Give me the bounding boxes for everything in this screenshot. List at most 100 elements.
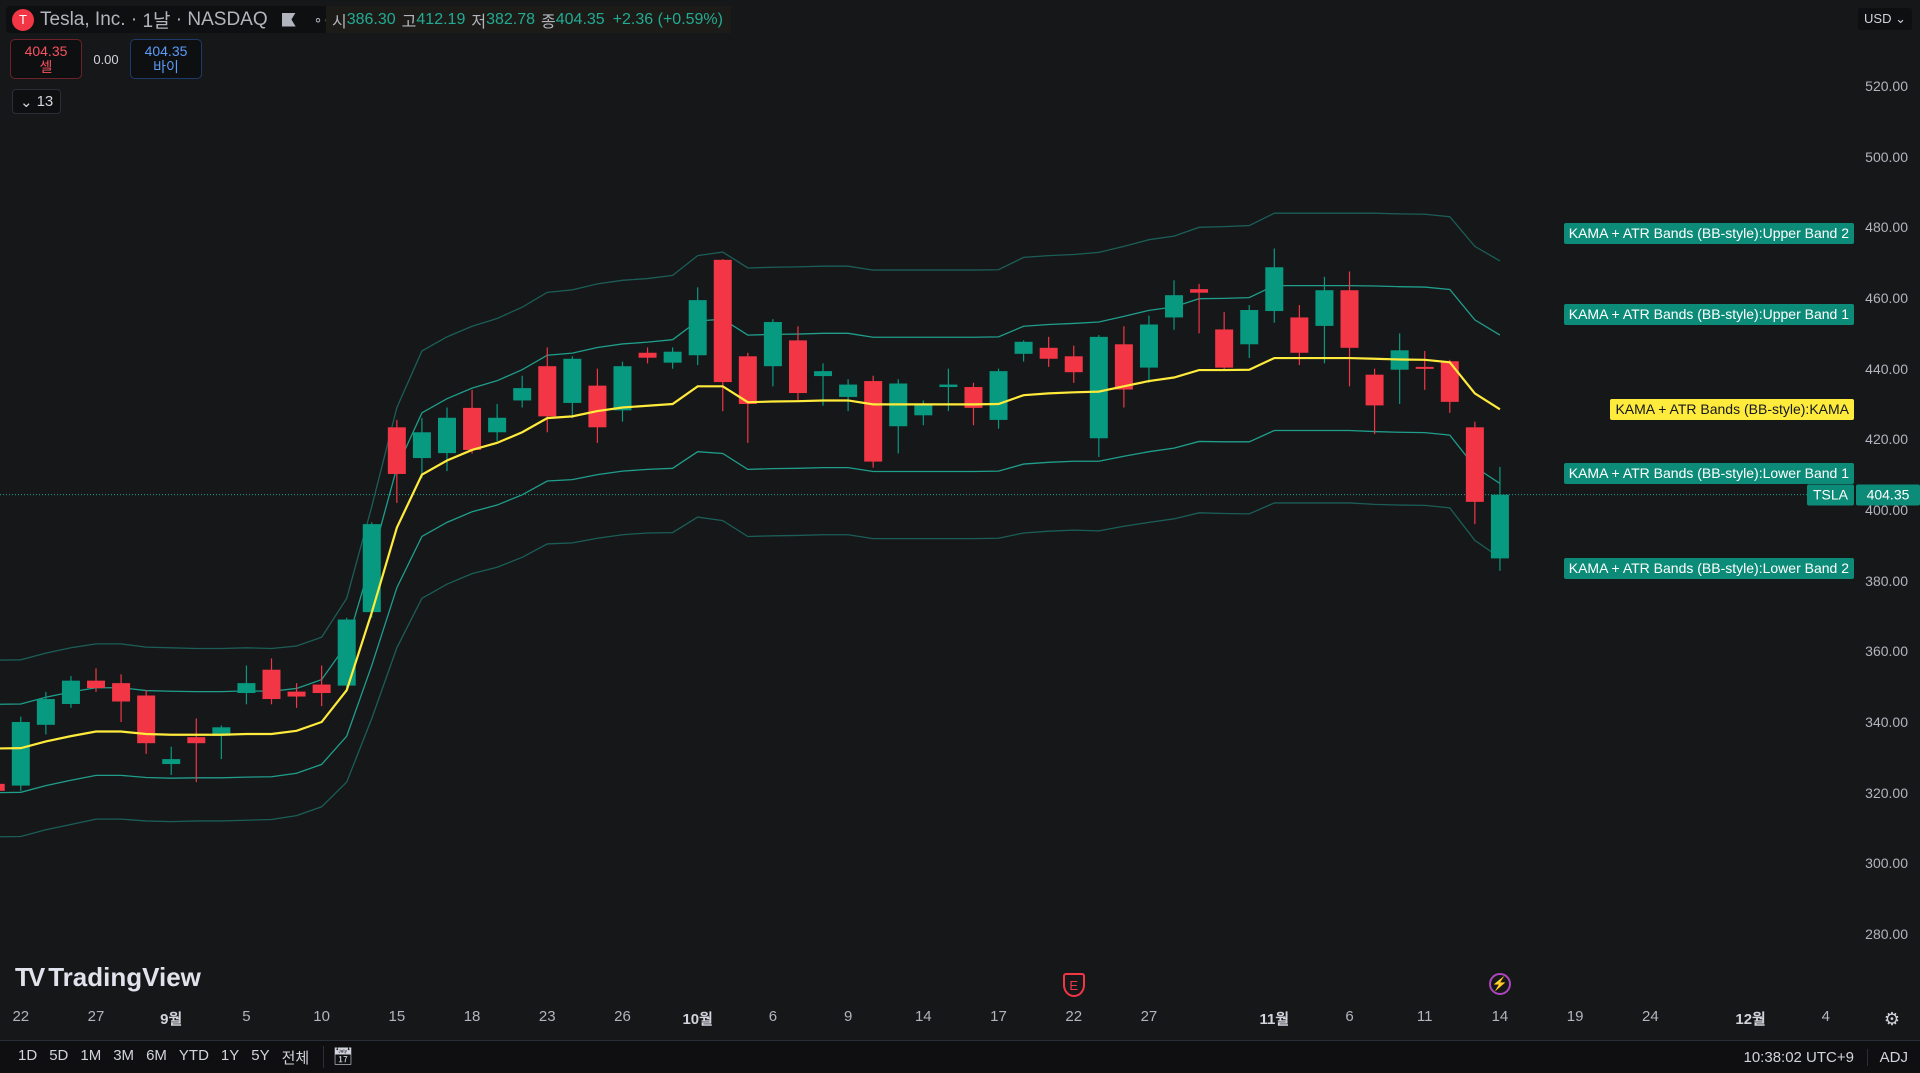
candle-down[interactable] — [1039, 347, 1058, 359]
candle-down[interactable] — [713, 259, 732, 383]
candle-up[interactable] — [237, 683, 256, 694]
candle-up[interactable] — [939, 384, 958, 388]
candle-up[interactable] — [61, 680, 80, 704]
range-button-5d[interactable]: 5D — [49, 1046, 69, 1064]
flag-icon[interactable] — [281, 12, 296, 27]
sell-label: 셀 — [39, 59, 53, 75]
candle-down[interactable] — [738, 356, 757, 404]
symbol-legend[interactable]: T Tesla, Inc. · 1날 · NASDAQ ∘∘∘ — [6, 6, 349, 33]
buy-price: 404.35 — [144, 43, 188, 59]
candle-up[interactable] — [162, 759, 181, 765]
range-button-ytd[interactable]: YTD — [178, 1046, 209, 1064]
candle-up[interactable] — [914, 405, 933, 416]
goto-date-icon[interactable]: 📅︎ — [332, 1047, 354, 1066]
upper-band-1-label: KAMA + ATR Bands (BB-style):Upper Band 1 — [1563, 303, 1854, 325]
candle-down[interactable] — [312, 684, 331, 694]
range-button-전체[interactable]: 전체 — [281, 1049, 310, 1067]
candle-up[interactable] — [1139, 324, 1158, 368]
dividend-marker-icon[interactable]: ⚡ — [1488, 973, 1511, 995]
candle-down[interactable] — [788, 340, 807, 394]
candle-up[interactable] — [11, 721, 30, 786]
candle-down[interactable] — [187, 737, 206, 744]
candle-up[interactable] — [1240, 310, 1259, 345]
range-button-5y[interactable]: 5Y — [251, 1046, 270, 1064]
price-chart[interactable] — [0, 0, 1852, 1000]
candle-down[interactable] — [864, 381, 883, 462]
candle-down[interactable] — [638, 352, 657, 358]
candle-up[interactable] — [337, 619, 356, 686]
candle-down[interactable] — [387, 427, 406, 474]
candle-up[interactable] — [212, 727, 231, 736]
candle-down[interactable] — [964, 387, 983, 408]
candle-down[interactable] — [1440, 361, 1459, 402]
candle-down[interactable] — [1190, 289, 1209, 293]
candle-up[interactable] — [1265, 267, 1284, 312]
candle-up[interactable] — [989, 371, 1008, 420]
candle-up[interactable] — [1490, 494, 1509, 559]
symbol-name[interactable]: Tesla, Inc. — [40, 8, 126, 30]
candle-down[interactable] — [538, 366, 557, 417]
date-tick: 10월 — [682, 1011, 713, 1028]
date-tick: 19 — [1566, 1008, 1584, 1025]
date-tick: 24 — [1642, 1008, 1659, 1025]
candle-down[interactable] — [1415, 366, 1434, 369]
sell-button[interactable]: 404.35 셀 — [10, 39, 82, 79]
candle-down[interactable] — [1064, 356, 1083, 373]
candle-up[interactable] — [814, 371, 833, 377]
price-tick: 320.00 — [1865, 784, 1908, 801]
lower-band-1-line — [0, 429, 1501, 794]
candle-down[interactable] — [137, 695, 156, 744]
candle-down[interactable] — [112, 683, 131, 702]
candle-up[interactable] — [412, 432, 431, 459]
candle-up[interactable] — [839, 384, 858, 397]
candle-down[interactable] — [1114, 344, 1133, 390]
tradingview-watermark[interactable]: TV TradingView — [15, 962, 201, 993]
indicators-toggle[interactable]: ⌄ 13 — [12, 89, 62, 114]
candle-up[interactable] — [1089, 336, 1108, 439]
candle-down[interactable] — [1215, 329, 1234, 368]
settings-gear-icon[interactable]: ⚙ — [1883, 1009, 1900, 1029]
date-tick: 5 — [242, 1008, 251, 1025]
candle-down[interactable] — [588, 385, 607, 428]
candle-up[interactable] — [563, 358, 582, 403]
candle-up[interactable] — [1165, 295, 1184, 318]
date-tick: 9 — [843, 1008, 853, 1025]
candle-up[interactable] — [763, 322, 782, 367]
candle-down[interactable] — [1340, 290, 1359, 348]
price-tick: 360.00 — [1865, 643, 1908, 660]
range-button-1y[interactable]: 1Y — [220, 1046, 240, 1064]
candle-down[interactable] — [1365, 374, 1384, 406]
candle-down[interactable] — [87, 680, 106, 689]
candle-down[interactable] — [1465, 427, 1484, 502]
candle-up[interactable] — [437, 417, 456, 454]
candle-down[interactable] — [463, 407, 482, 450]
candle-up[interactable] — [663, 351, 682, 363]
candle-up[interactable] — [362, 524, 381, 613]
candle-up[interactable] — [1014, 341, 1033, 354]
candle-up[interactable] — [613, 366, 632, 411]
buy-button[interactable]: 404.35 바이 — [130, 39, 202, 79]
earnings-marker-icon[interactable]: E — [1062, 973, 1085, 997]
range-button-1m[interactable]: 1M — [80, 1046, 102, 1064]
candle-up[interactable] — [513, 388, 532, 401]
date-tick: 22 — [12, 1008, 30, 1025]
date-tick: 6 — [768, 1008, 778, 1025]
range-button-6m[interactable]: 6M — [146, 1046, 167, 1064]
range-button-1d[interactable]: 1D — [18, 1046, 38, 1064]
low-value: 382.78 — [486, 10, 536, 28]
upper-band-2-line — [0, 212, 1501, 661]
interval[interactable]: 1날 — [142, 11, 171, 32]
candle-down[interactable] — [0, 783, 5, 791]
high-value: 412.19 — [416, 10, 466, 28]
adj-toggle[interactable]: ADJ — [1866, 1048, 1908, 1066]
candle-up[interactable] — [488, 417, 507, 433]
candle-down[interactable] — [287, 691, 306, 697]
candle-up[interactable] — [688, 300, 707, 356]
candle-down[interactable] — [262, 669, 281, 700]
candle-up[interactable] — [36, 699, 55, 725]
clock[interactable]: 10:38:02 UTC+9 — [1743, 1048, 1855, 1066]
candle-up[interactable] — [1315, 290, 1334, 326]
candle-down[interactable] — [1290, 317, 1309, 353]
range-button-3m[interactable]: 3M — [113, 1046, 135, 1064]
currency-select[interactable]: USD ⌄ — [1858, 8, 1912, 30]
